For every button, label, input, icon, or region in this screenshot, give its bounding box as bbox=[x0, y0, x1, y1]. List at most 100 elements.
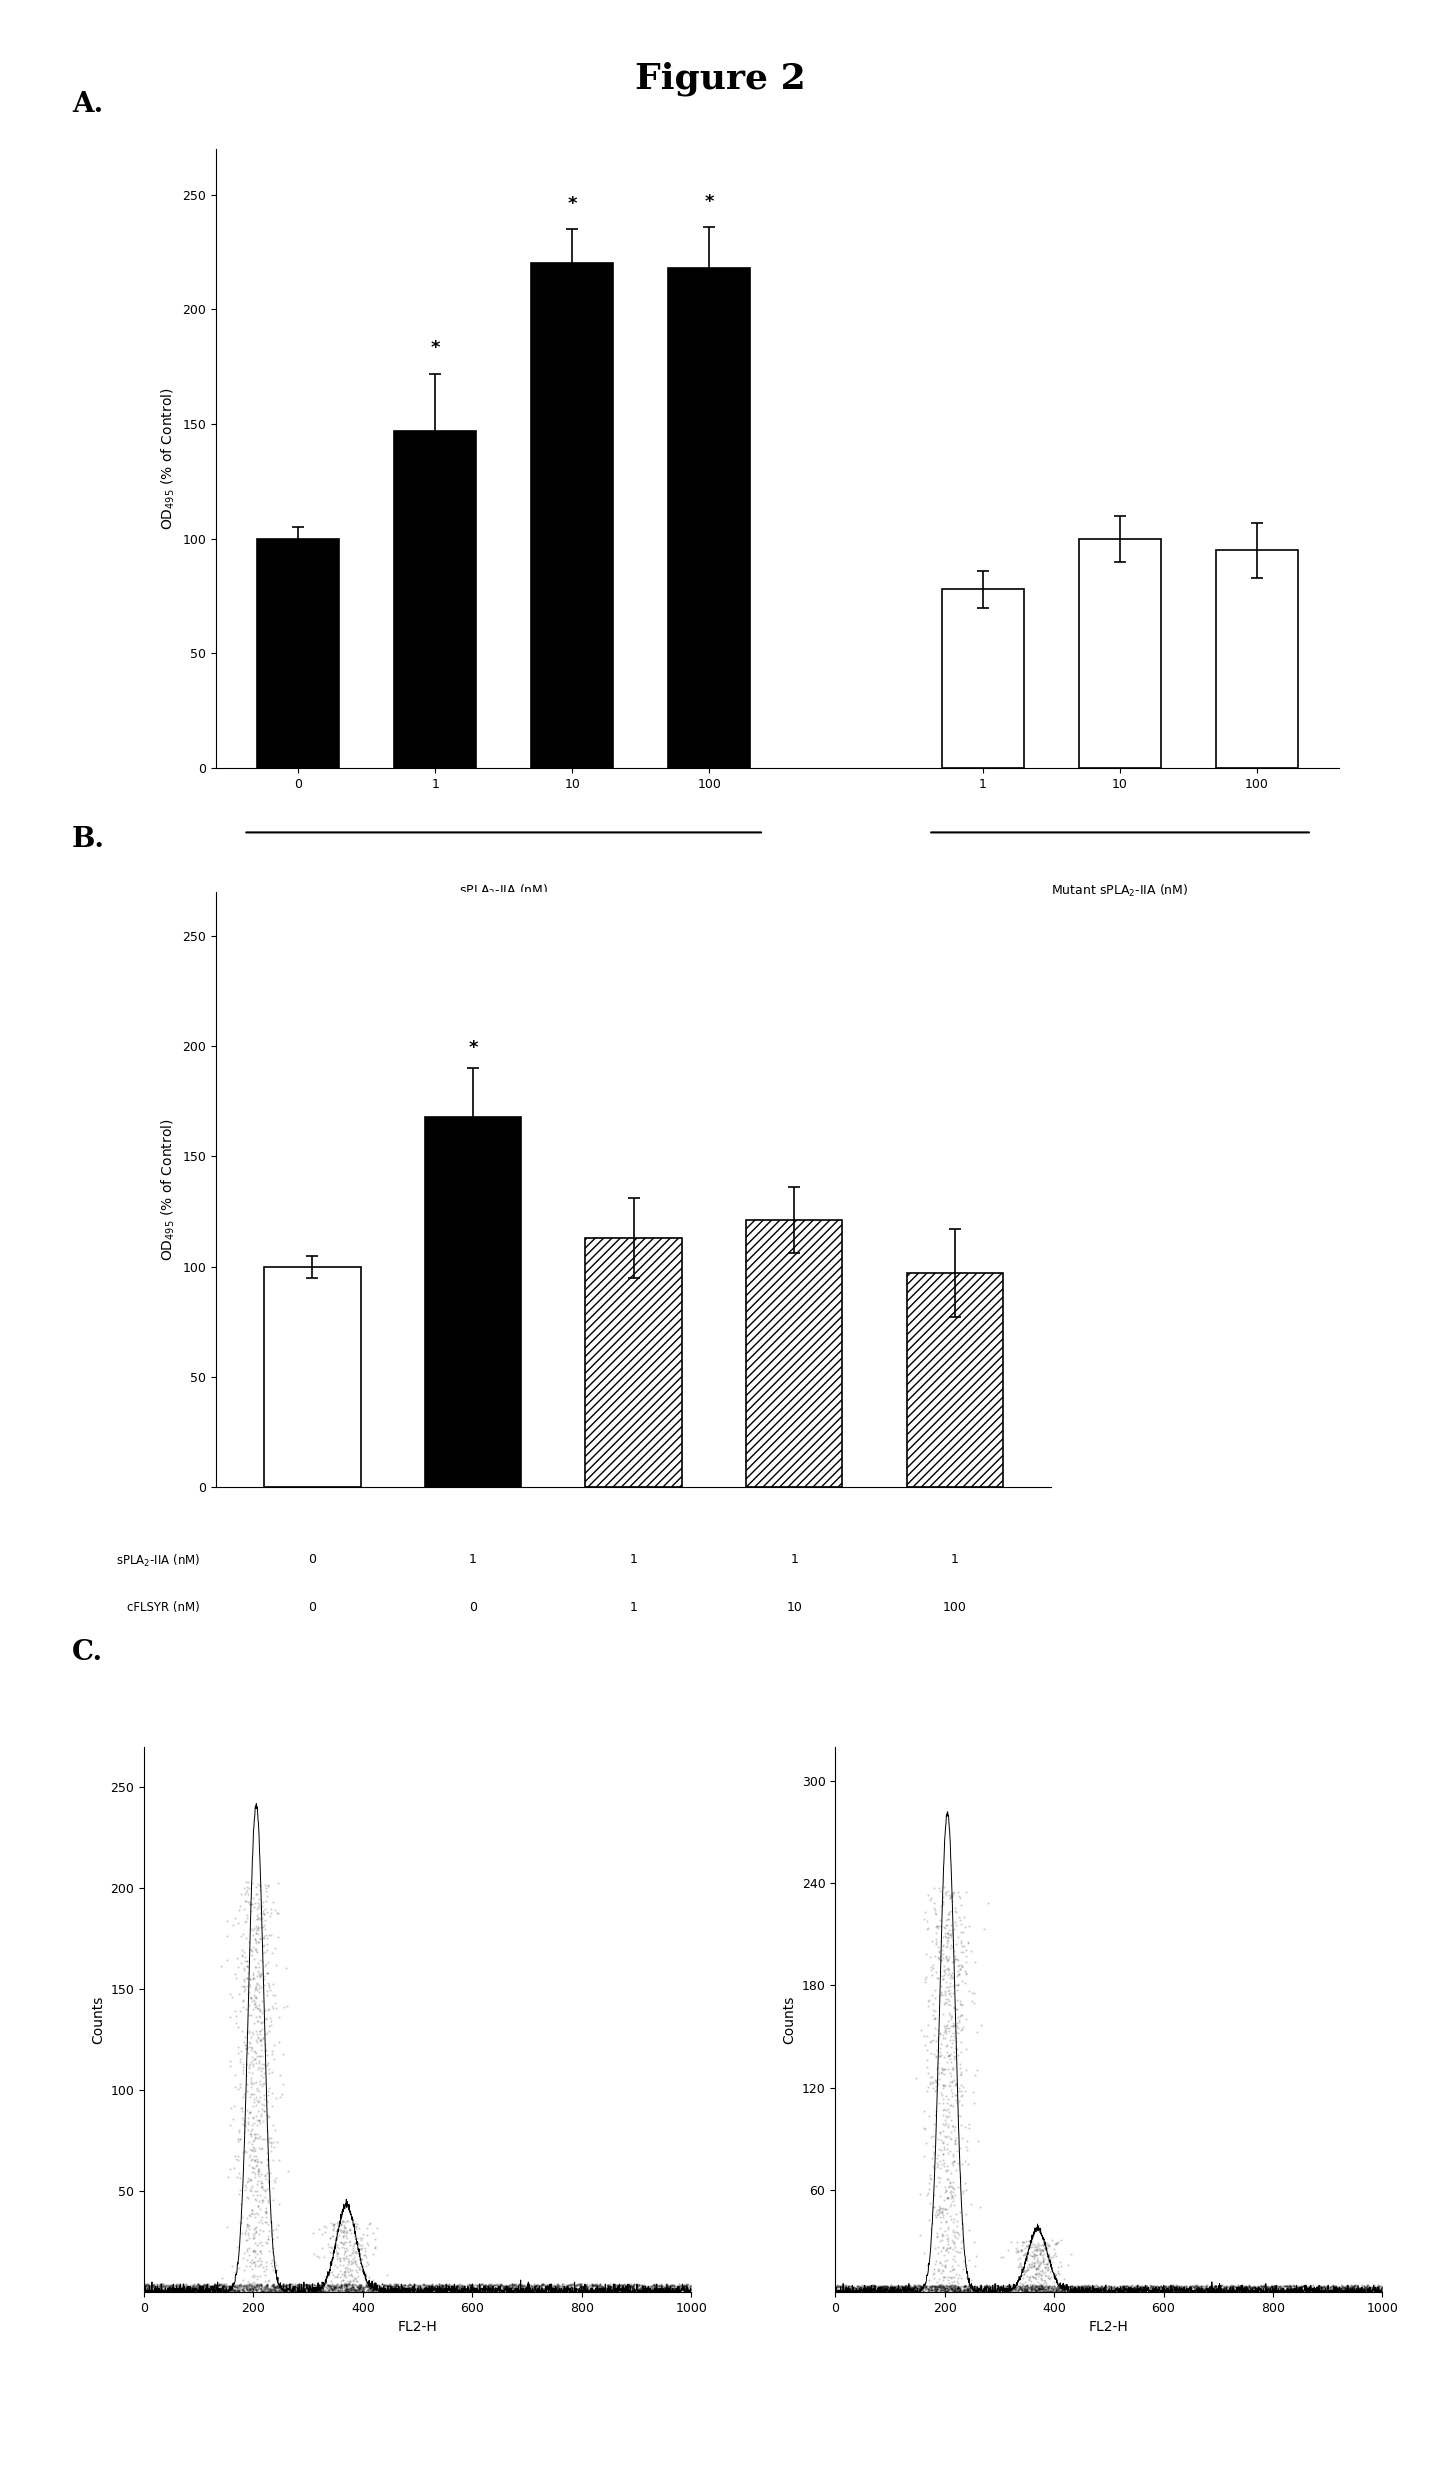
Point bbox=[900, 2270, 923, 2309]
Point bbox=[259, 2119, 282, 2158]
Point bbox=[1316, 2272, 1339, 2312]
Point bbox=[1066, 2270, 1089, 2309]
Point bbox=[1156, 2272, 1179, 2312]
Point bbox=[383, 2270, 406, 2309]
Bar bbox=[1079, 538, 1161, 768]
Point bbox=[1202, 2267, 1225, 2307]
Point bbox=[942, 2007, 965, 2047]
Point bbox=[847, 2267, 870, 2307]
Point bbox=[1011, 2265, 1034, 2305]
Point bbox=[348, 2267, 372, 2307]
Point bbox=[287, 2272, 310, 2312]
Point bbox=[212, 2267, 235, 2307]
Point bbox=[380, 2270, 403, 2309]
Point bbox=[258, 2049, 281, 2089]
Point bbox=[596, 2265, 619, 2305]
Point bbox=[167, 2265, 190, 2305]
Point bbox=[1053, 2267, 1076, 2307]
Point bbox=[1089, 2270, 1112, 2309]
Point bbox=[976, 2267, 999, 2307]
Point bbox=[292, 2265, 315, 2305]
Point bbox=[932, 2196, 955, 2235]
Point bbox=[1182, 2270, 1205, 2309]
Point bbox=[220, 2270, 243, 2309]
Point bbox=[943, 2215, 966, 2255]
Point bbox=[1045, 2270, 1068, 2309]
Point bbox=[1351, 2270, 1374, 2309]
Point bbox=[1071, 2267, 1094, 2307]
Point bbox=[1368, 2267, 1391, 2307]
Point bbox=[936, 1918, 959, 1958]
Point bbox=[176, 2270, 199, 2309]
Point bbox=[996, 2270, 1020, 2309]
Point bbox=[576, 2270, 599, 2309]
Point bbox=[197, 2265, 220, 2305]
Point bbox=[946, 2267, 969, 2307]
Point bbox=[248, 2044, 271, 2084]
Point bbox=[871, 2272, 894, 2312]
Point bbox=[940, 1925, 963, 1965]
Point bbox=[367, 2265, 390, 2305]
Point bbox=[935, 2027, 958, 2067]
Point bbox=[570, 2267, 593, 2307]
Point bbox=[449, 2270, 472, 2309]
Point bbox=[393, 2272, 416, 2312]
Point bbox=[1034, 2267, 1057, 2307]
Point bbox=[228, 2272, 251, 2312]
Point bbox=[413, 2267, 436, 2307]
Point bbox=[160, 2270, 183, 2309]
Point bbox=[429, 2267, 452, 2307]
Point bbox=[361, 2267, 384, 2307]
Point bbox=[454, 2272, 477, 2312]
Point bbox=[351, 2270, 374, 2309]
Point bbox=[135, 2267, 158, 2307]
Point bbox=[343, 2215, 366, 2255]
Point bbox=[962, 1982, 985, 2022]
Point bbox=[560, 2265, 583, 2305]
Point bbox=[979, 2265, 1002, 2305]
Point bbox=[897, 2272, 920, 2312]
Point bbox=[232, 2074, 255, 2114]
Point bbox=[1025, 2235, 1048, 2275]
Point bbox=[157, 2270, 180, 2309]
Point bbox=[477, 2265, 500, 2305]
Point bbox=[936, 2233, 959, 2272]
Point bbox=[1015, 2250, 1038, 2290]
Point bbox=[937, 1876, 960, 1915]
Point bbox=[501, 2267, 524, 2307]
Point bbox=[323, 2203, 346, 2243]
Point bbox=[240, 2243, 264, 2282]
Point bbox=[253, 1901, 276, 1940]
Point bbox=[1164, 2270, 1187, 2309]
Point bbox=[926, 2267, 949, 2307]
Point bbox=[1342, 2267, 1365, 2307]
Point bbox=[1112, 2267, 1135, 2307]
Point bbox=[994, 2270, 1017, 2309]
Point bbox=[1293, 2270, 1316, 2309]
Point bbox=[1028, 2267, 1051, 2307]
Point bbox=[249, 2270, 272, 2309]
Point bbox=[1277, 2272, 1300, 2312]
Point bbox=[930, 2052, 953, 2091]
Point bbox=[360, 2270, 383, 2309]
Point bbox=[1109, 2265, 1132, 2305]
Point bbox=[344, 2270, 367, 2309]
Point bbox=[1332, 2267, 1355, 2307]
Point bbox=[1040, 2267, 1063, 2307]
Point bbox=[1182, 2272, 1205, 2312]
Point bbox=[395, 2265, 418, 2305]
Point bbox=[1132, 2270, 1155, 2309]
Point bbox=[924, 2193, 948, 2233]
Point bbox=[959, 2272, 982, 2312]
Point bbox=[197, 2272, 220, 2312]
Point bbox=[340, 2267, 363, 2307]
Point bbox=[452, 2267, 475, 2307]
Point bbox=[383, 2267, 406, 2307]
Point bbox=[909, 2267, 932, 2307]
Point bbox=[333, 2265, 356, 2305]
Point bbox=[923, 2267, 946, 2307]
Point bbox=[232, 2047, 255, 2086]
Point bbox=[245, 2260, 268, 2300]
Point bbox=[1323, 2267, 1346, 2307]
Point bbox=[348, 2230, 372, 2270]
